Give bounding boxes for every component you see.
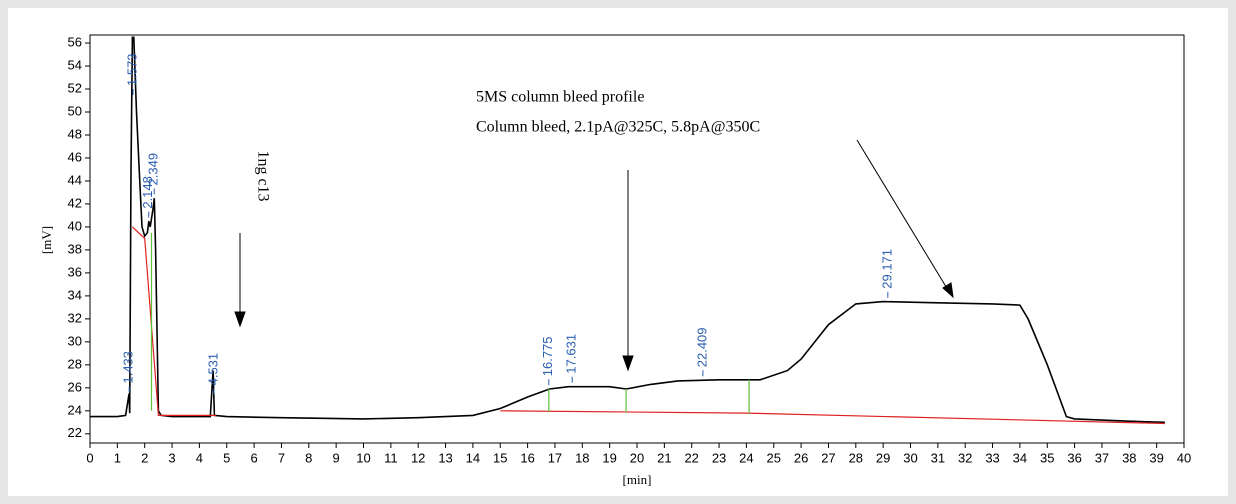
peak-label: 1.433 xyxy=(121,351,136,384)
x-tick-label: 25 xyxy=(767,450,781,465)
panel xyxy=(8,8,1228,496)
y-tick-label: 40 xyxy=(68,218,82,233)
x-tick-label: 31 xyxy=(931,450,945,465)
x-tick-label: 30 xyxy=(903,450,917,465)
y-tick-label: 30 xyxy=(68,333,82,348)
peak-label: 4.531 xyxy=(205,353,220,386)
y-tick-label: 34 xyxy=(68,287,82,302)
annotation: 1ng c13 xyxy=(254,150,271,201)
arrows xyxy=(234,139,954,372)
arrow-head xyxy=(622,355,634,372)
annotation: Column bleed, 2.1pA@325C, 5.8pA@350C xyxy=(476,119,760,136)
y-axis-label: [mV] xyxy=(39,226,54,254)
x-tick-label: 32 xyxy=(958,450,972,465)
x-tick-label: 1 xyxy=(114,450,121,465)
x-tick-label: 9 xyxy=(333,450,340,465)
y-tick-label: 36 xyxy=(68,264,82,279)
annotation: 5MS column bleed profile xyxy=(476,89,644,106)
x-tick-label: 34 xyxy=(1013,450,1027,465)
y-tick-label: 54 xyxy=(68,57,82,72)
x-tick-label: 0 xyxy=(86,450,93,465)
y-tick-label: 52 xyxy=(68,80,82,95)
x-tick-label: 33 xyxy=(985,450,999,465)
x-tick-label: 11 xyxy=(384,450,398,465)
arrow-head xyxy=(942,282,954,299)
x-tick-label: 13 xyxy=(438,450,452,465)
peak-label: 17.631 xyxy=(564,334,579,374)
x-tick-label: 26 xyxy=(794,450,808,465)
x-tick-label: 6 xyxy=(250,450,257,465)
x-tick-label: 12 xyxy=(411,450,425,465)
y-tick-label: 42 xyxy=(68,195,82,210)
x-axis-label: [min] xyxy=(623,472,652,487)
x-tick-label: 16 xyxy=(520,450,534,465)
x-tick-label: 22 xyxy=(684,450,698,465)
y-tick-label: 38 xyxy=(68,241,82,256)
y-tick-label: 26 xyxy=(68,379,82,394)
x-tick-label: 23 xyxy=(712,450,726,465)
y-tick-label: 22 xyxy=(68,425,82,440)
peak-label: 2.148 xyxy=(140,176,155,209)
y-tick-label: 44 xyxy=(68,172,82,187)
x-tick-label: 24 xyxy=(739,450,753,465)
trace xyxy=(150,232,750,414)
x-tick-label: 20 xyxy=(630,450,644,465)
arrow xyxy=(856,139,949,291)
x-tick-label: 10 xyxy=(356,450,370,465)
x-tick-label: 28 xyxy=(849,450,863,465)
trace xyxy=(90,36,1165,424)
x-tick-label: 21 xyxy=(657,450,671,465)
y-tick-label: 32 xyxy=(68,310,82,325)
x-tick-label: 15 xyxy=(493,450,507,465)
x-tick-label: 40 xyxy=(1177,450,1191,465)
peak-label: 29.171 xyxy=(879,249,894,289)
y-tick-label: 24 xyxy=(68,402,82,417)
x-tick-label: 8 xyxy=(305,450,312,465)
x-tick-label: 37 xyxy=(1095,450,1109,465)
peak-label: 2.349 xyxy=(146,153,161,186)
arrow-head xyxy=(234,311,246,328)
x-tick-label: 29 xyxy=(876,450,890,465)
x-tick-label: 4 xyxy=(196,450,203,465)
peak-label: 16.775 xyxy=(540,336,555,376)
y-tick-label: 56 xyxy=(68,34,82,49)
x-tick-label: 7 xyxy=(278,450,285,465)
y-tick-label: 48 xyxy=(68,126,82,141)
x-tick-label: 18 xyxy=(575,450,589,465)
x-tick-label: 38 xyxy=(1122,450,1136,465)
x-tick-label: 36 xyxy=(1067,450,1081,465)
x-tick-label: 35 xyxy=(1040,450,1054,465)
x-tick-label: 39 xyxy=(1149,450,1163,465)
y-tick-label: 50 xyxy=(68,103,82,118)
x-tick-label: 27 xyxy=(821,450,835,465)
y-tick-label: 28 xyxy=(68,356,82,371)
x-tick-label: 2 xyxy=(141,450,148,465)
peak-label: 22.409 xyxy=(694,327,709,367)
x-tick-label: 19 xyxy=(602,450,616,465)
peak-label: 1.573 xyxy=(124,53,139,86)
x-tick-label: 17 xyxy=(548,450,562,465)
x-tick-label: 3 xyxy=(168,450,175,465)
y-tick-label: 46 xyxy=(68,149,82,164)
x-tick-label: 14 xyxy=(466,450,480,465)
x-tick-label: 5 xyxy=(223,450,230,465)
